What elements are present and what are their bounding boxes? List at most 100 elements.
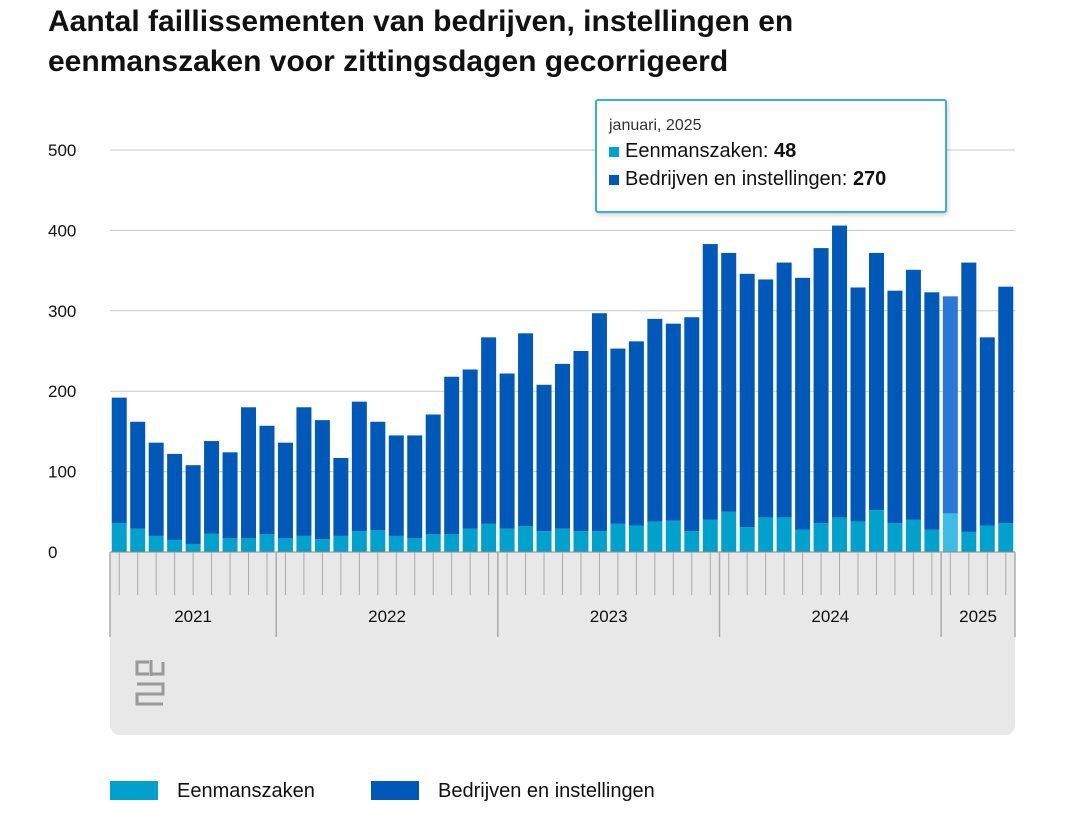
bar-segment <box>868 252 884 511</box>
axis-panel <box>110 552 1015 735</box>
x-group-label: 2022 <box>368 607 406 626</box>
bar-segment <box>333 535 349 552</box>
bar-segment <box>942 513 958 552</box>
bar-segment <box>222 538 238 552</box>
tooltip-swatch <box>609 147 619 157</box>
bar-segment <box>813 248 829 524</box>
x-group-label: 2023 <box>590 607 628 626</box>
bar-segment <box>518 333 534 527</box>
y-tick-label: 100 <box>48 463 76 482</box>
bar-segment <box>259 534 275 552</box>
y-tick-label: 300 <box>48 302 76 321</box>
legend-swatch <box>371 781 419 800</box>
tooltip-label: Bedrijven en instellingen: <box>625 168 848 190</box>
bar-segment <box>795 529 811 552</box>
bar-segment <box>758 517 774 552</box>
bar-segment <box>462 369 478 529</box>
tooltip-row: Eenmanszaken: 48 <box>609 137 939 165</box>
bar-segment <box>425 534 441 552</box>
bar-segment <box>499 528 515 552</box>
bar-segment <box>998 523 1014 552</box>
bar-segment <box>536 531 552 552</box>
bar-segment <box>111 397 127 524</box>
tooltip-label: Eenmanszaken: <box>625 140 769 162</box>
bar-segment <box>425 414 441 535</box>
bar-segment <box>850 287 866 522</box>
bar-segment <box>684 531 700 552</box>
bar-segment <box>296 407 312 536</box>
legend-label: Eenmanszaken <box>177 780 315 802</box>
bar-segment <box>998 286 1014 524</box>
chart-title: Aantal faillissementen van bedrijven, in… <box>48 5 794 78</box>
bar-segment <box>758 279 774 518</box>
bar-segment <box>259 425 275 535</box>
bar-segment <box>241 407 257 539</box>
bar-segment <box>185 465 201 544</box>
bar-segment <box>850 521 866 552</box>
bar-segment <box>499 373 515 529</box>
tooltip: januari, 2025 Eenmanszaken: 48 Bedrijven… <box>595 99 947 213</box>
bar-segment <box>351 401 367 532</box>
bar-segment <box>277 538 293 552</box>
bar-segment <box>628 341 644 526</box>
bar-segment <box>832 225 848 518</box>
tooltip-value: 270 <box>852 168 887 190</box>
bar-segment <box>185 543 201 552</box>
bar-segment <box>702 244 718 520</box>
bar-segment <box>721 511 737 552</box>
bar-segment <box>536 384 552 532</box>
bar-segment <box>573 351 589 532</box>
bar-segment <box>444 534 460 552</box>
bar-segment <box>591 531 607 552</box>
bar-segment <box>277 442 293 539</box>
bar-segment <box>887 290 903 524</box>
x-group-label: 2024 <box>811 607 849 626</box>
bar-segment <box>148 535 164 552</box>
bar-segment <box>388 435 404 536</box>
bar-segment <box>130 421 146 529</box>
tooltip-value: 48 <box>773 140 797 162</box>
bar-segment <box>739 527 755 552</box>
bar-segment <box>702 519 718 552</box>
bar-segment <box>979 525 995 552</box>
y-tick-label: 0 <box>48 543 57 562</box>
bar-segment <box>647 318 663 522</box>
bar-segment <box>204 441 220 534</box>
bar-segment <box>407 538 423 552</box>
bar-segment <box>776 517 792 552</box>
bar-segment <box>111 523 127 552</box>
x-group-label: 2025 <box>959 607 997 626</box>
bar-segment <box>628 525 644 552</box>
bar-segment <box>942 296 958 514</box>
bar-segment <box>924 529 940 552</box>
tooltip-title: januari, 2025 <box>609 117 702 134</box>
bar-segment <box>388 535 404 552</box>
bar-segment <box>204 533 220 552</box>
bar-segment <box>444 376 460 535</box>
bar-segment <box>684 317 700 532</box>
bar-segment <box>647 521 663 552</box>
bar-segment <box>868 510 884 552</box>
cbs-logo <box>135 660 165 706</box>
bar-segment <box>167 539 183 552</box>
bar-segment <box>351 531 367 552</box>
bar-segment <box>148 442 164 536</box>
bar-segment <box>721 252 737 512</box>
bar-segment <box>241 538 257 552</box>
bar-segment <box>481 523 497 552</box>
bar-segment <box>462 528 478 552</box>
legend-label: Bedrijven en instellingen <box>438 780 655 802</box>
bar-segment <box>924 292 940 530</box>
bar-segment <box>407 435 423 539</box>
bar-segment <box>130 528 146 552</box>
bar-segment <box>296 535 312 552</box>
bar-segment <box>167 453 183 540</box>
bar-segment <box>555 528 570 552</box>
bar-segment <box>591 313 607 532</box>
bar-segment <box>370 421 386 531</box>
bar-segment <box>961 262 977 532</box>
bar-segment <box>555 363 570 529</box>
bar-segment <box>481 337 497 524</box>
bar-segment <box>887 523 903 552</box>
